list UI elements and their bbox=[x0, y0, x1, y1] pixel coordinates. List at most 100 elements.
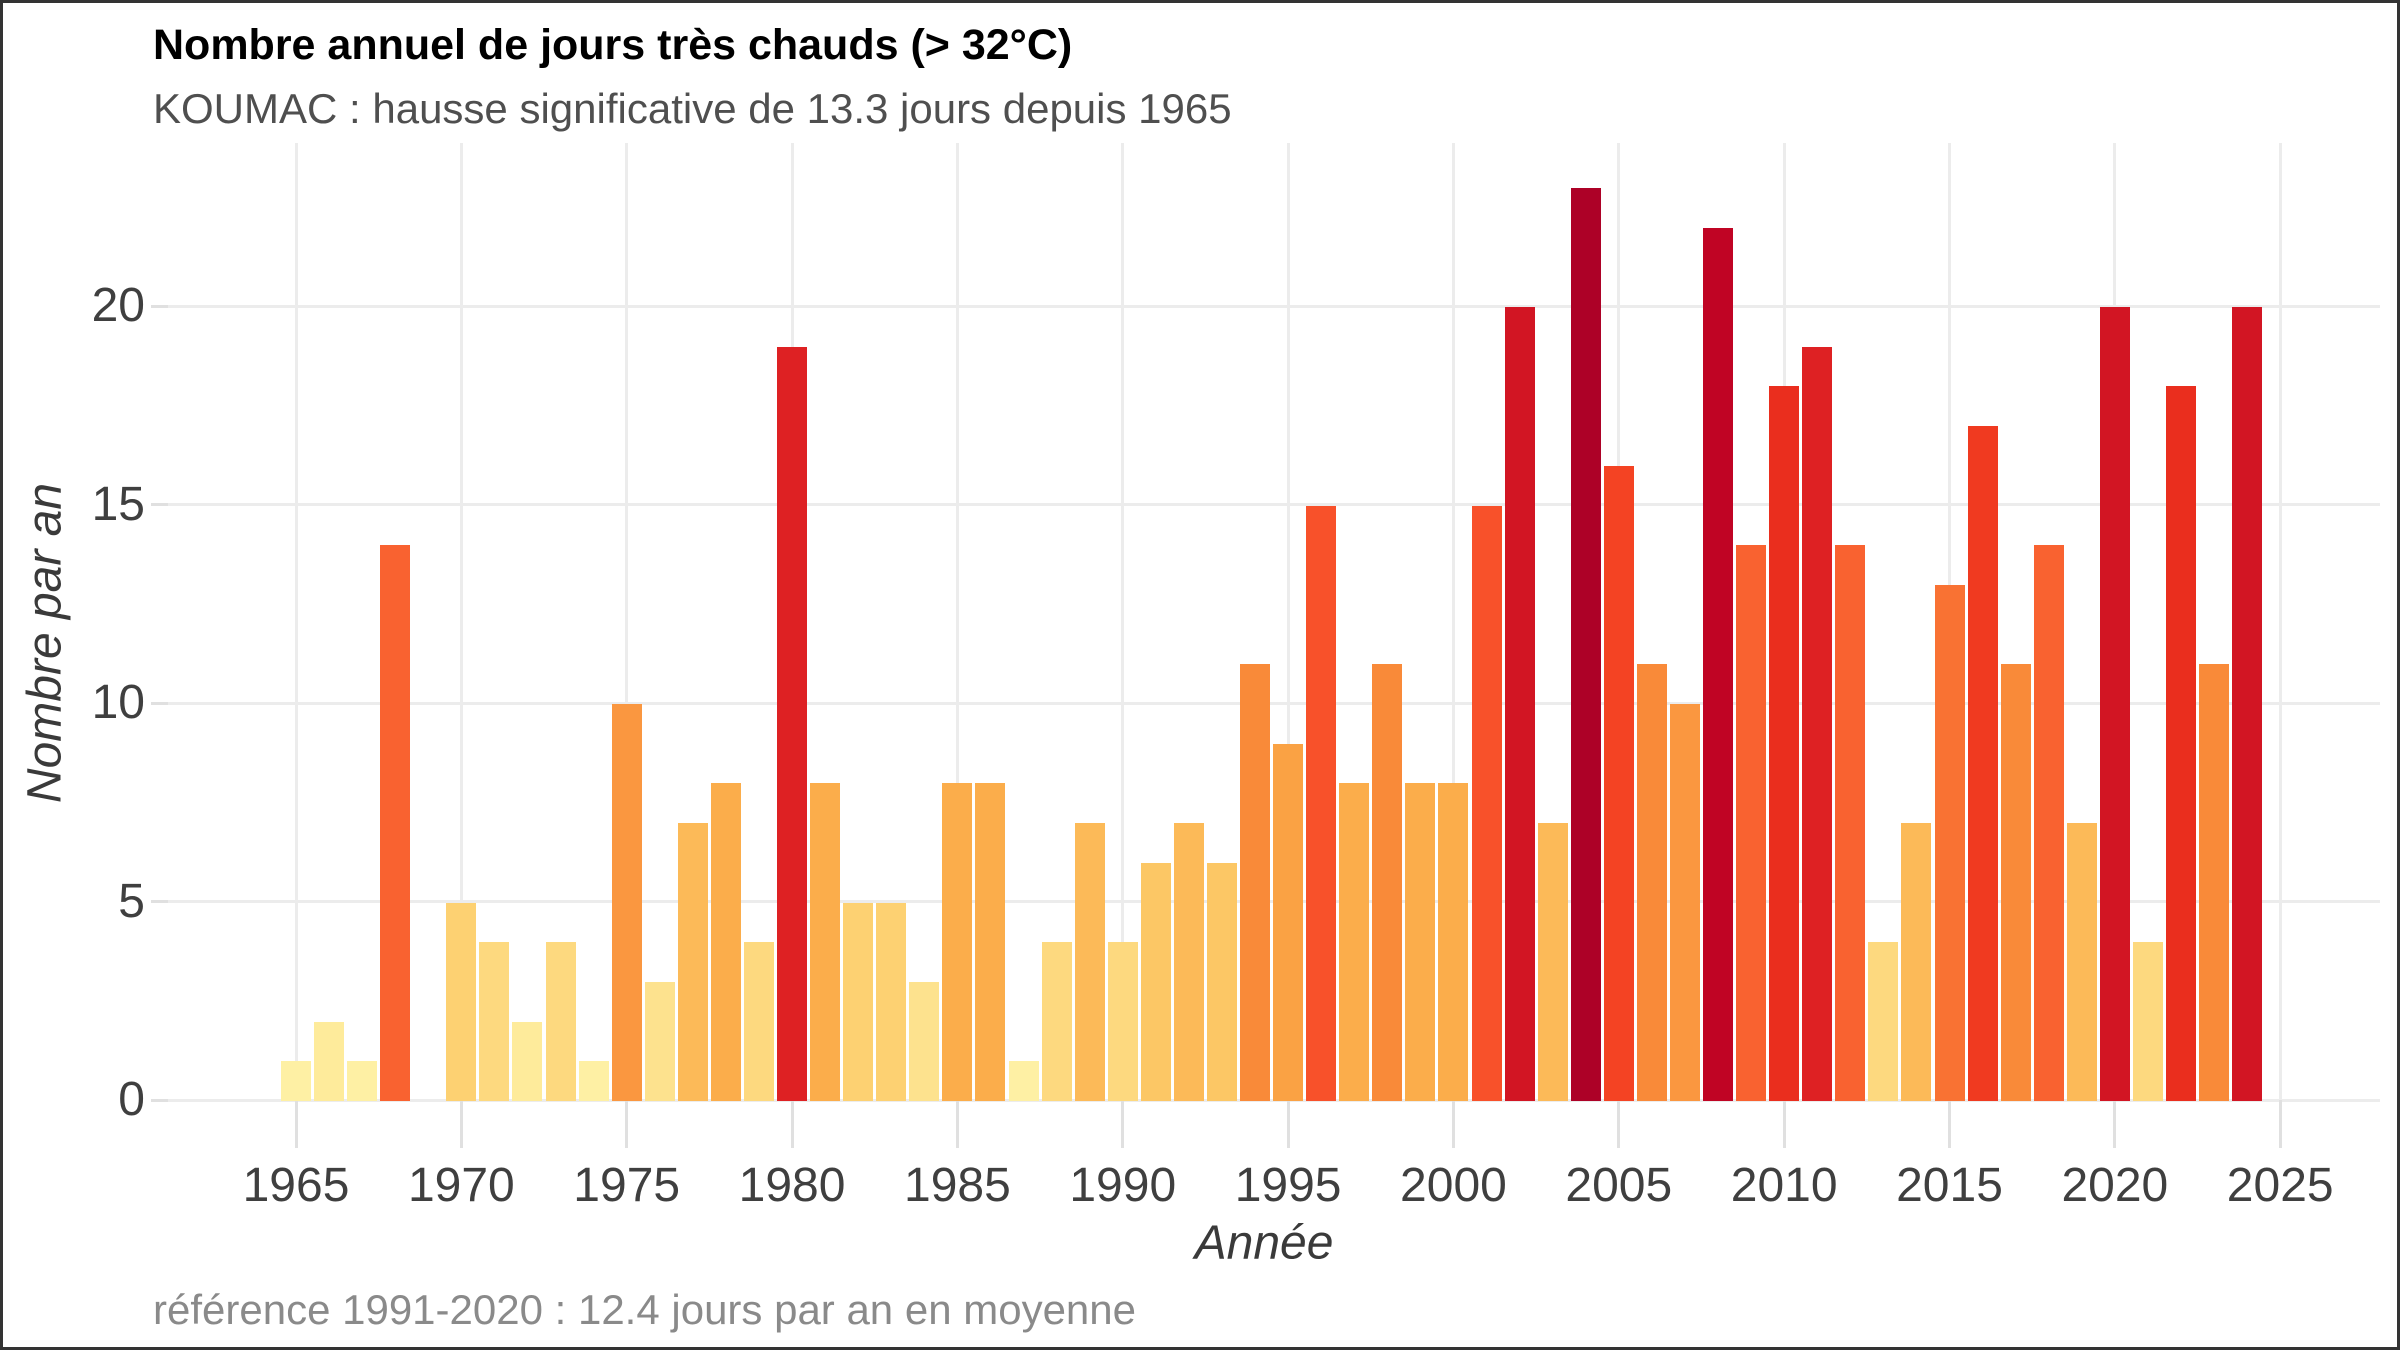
bar-1994 bbox=[1240, 664, 1271, 1101]
bar-2024 bbox=[2232, 307, 2263, 1101]
x-tick bbox=[1948, 1100, 1951, 1148]
bar-2019 bbox=[2066, 823, 2097, 1101]
x-tick-label: 2000 bbox=[1400, 1159, 1507, 1212]
x-tick bbox=[1451, 1100, 1455, 1148]
bar-1997 bbox=[1339, 783, 1370, 1101]
bar-2011 bbox=[1802, 346, 1833, 1101]
bar-2023 bbox=[2199, 664, 2230, 1101]
v-gridline bbox=[459, 143, 463, 1100]
bar-1976 bbox=[644, 981, 675, 1101]
bar-2014 bbox=[1901, 823, 1932, 1101]
bar-1998 bbox=[1372, 664, 1403, 1101]
bar-1977 bbox=[677, 823, 708, 1101]
x-tick bbox=[625, 1100, 629, 1148]
x-tick-label: 1995 bbox=[1234, 1159, 1342, 1212]
bar-2021 bbox=[2132, 942, 2163, 1101]
y-tick-label: 5 bbox=[118, 874, 145, 928]
bar-1999 bbox=[1405, 783, 1436, 1101]
bar-2008 bbox=[1703, 227, 1733, 1101]
x-axis-title: Année bbox=[1194, 1216, 1334, 1270]
x-tick-label: 1990 bbox=[1069, 1159, 1177, 1212]
v-gridline bbox=[2278, 143, 2282, 1100]
chart-caption: référence 1991-2020 : 12.4 jours par an … bbox=[153, 1286, 1137, 1333]
bar-2015 bbox=[1934, 584, 1965, 1101]
h-gridline bbox=[168, 503, 2380, 506]
bar-2020 bbox=[2099, 307, 2130, 1101]
h-gridline bbox=[168, 304, 2380, 308]
x-tick-label: 1965 bbox=[242, 1159, 350, 1212]
y-tick-label: 20 bbox=[91, 279, 145, 332]
bar-1992 bbox=[1173, 823, 1204, 1101]
bar-2022 bbox=[2165, 386, 2196, 1101]
v-gridline bbox=[955, 143, 959, 1100]
x-tick bbox=[1782, 1100, 1786, 1148]
bar-1984 bbox=[909, 981, 940, 1101]
x-tick-label: 2025 bbox=[2226, 1159, 2334, 1212]
bar-2017 bbox=[2000, 664, 2031, 1101]
x-tick bbox=[459, 1100, 463, 1148]
bar-1981 bbox=[810, 783, 841, 1101]
bar-1991 bbox=[1140, 862, 1171, 1101]
bar-1965 bbox=[281, 1061, 311, 1101]
v-gridline bbox=[625, 143, 629, 1100]
h-gridline bbox=[168, 701, 2380, 705]
bar-2002 bbox=[1504, 307, 1535, 1101]
bar-1988 bbox=[1041, 942, 1072, 1101]
x-tick bbox=[294, 1100, 298, 1148]
bar-2013 bbox=[1868, 942, 1899, 1101]
bar-2012 bbox=[1835, 545, 1866, 1101]
y-tick bbox=[151, 304, 168, 308]
x-tick-label: 2015 bbox=[1896, 1159, 2003, 1212]
x-tick-label: 2005 bbox=[1565, 1159, 1673, 1212]
bar-2010 bbox=[1769, 386, 1800, 1101]
x-tick bbox=[1617, 1100, 1621, 1148]
bar-1978 bbox=[710, 783, 741, 1101]
bar-1970 bbox=[446, 902, 477, 1101]
x-tick bbox=[790, 1100, 794, 1148]
x-tick-label: 1980 bbox=[738, 1159, 846, 1212]
bar-2016 bbox=[1967, 426, 1998, 1101]
y-axis-title: Nombre par an bbox=[18, 482, 72, 804]
chart-title: Nombre annuel de jours très chauds (> 32… bbox=[153, 21, 1073, 69]
bar-1983 bbox=[876, 902, 907, 1101]
bar-2000 bbox=[1438, 783, 1469, 1101]
bar-1979 bbox=[743, 942, 774, 1101]
x-tick-label: 1970 bbox=[407, 1159, 515, 1212]
bar-1993 bbox=[1206, 862, 1237, 1101]
v-gridline bbox=[1286, 143, 1290, 1100]
x-tick bbox=[1121, 1100, 1125, 1148]
bar-2007 bbox=[1669, 704, 1700, 1101]
x-tick-label: 1985 bbox=[904, 1159, 1011, 1212]
y-tick bbox=[151, 1098, 168, 1102]
v-gridline bbox=[294, 143, 298, 1100]
y-tick-label: 15 bbox=[91, 477, 145, 531]
x-tick-label: 2020 bbox=[2061, 1159, 2169, 1212]
chart-subtitle: KOUMAC : hausse significative de 13.3 jo… bbox=[153, 85, 1232, 132]
x-tick-label: 1975 bbox=[573, 1159, 681, 1212]
y-tick-label: 10 bbox=[91, 676, 145, 729]
bar-2005 bbox=[1603, 465, 1634, 1101]
x-tick bbox=[955, 1100, 959, 1148]
bar-1975 bbox=[611, 704, 642, 1101]
bar-1990 bbox=[1107, 942, 1138, 1101]
x-tick bbox=[2278, 1100, 2282, 1148]
bar-1968 bbox=[380, 545, 411, 1101]
v-gridline bbox=[1121, 143, 1125, 1100]
x-tick bbox=[2113, 1100, 2117, 1148]
bar-2009 bbox=[1736, 545, 1767, 1101]
y-tick bbox=[151, 701, 168, 705]
bar-1989 bbox=[1074, 823, 1105, 1101]
bar-1971 bbox=[479, 942, 510, 1101]
bar-1996 bbox=[1306, 505, 1337, 1101]
bar-1986 bbox=[975, 783, 1006, 1101]
y-tick-label: 0 bbox=[118, 1073, 145, 1126]
bar-2003 bbox=[1537, 823, 1568, 1101]
v-gridline bbox=[1451, 143, 1455, 1100]
y-tick bbox=[151, 900, 168, 903]
x-tick bbox=[1286, 1100, 1290, 1148]
bar-1985 bbox=[942, 783, 973, 1101]
bar-1980 bbox=[777, 346, 808, 1101]
bar-1995 bbox=[1273, 743, 1304, 1101]
x-tick-label: 2010 bbox=[1730, 1159, 1838, 1212]
